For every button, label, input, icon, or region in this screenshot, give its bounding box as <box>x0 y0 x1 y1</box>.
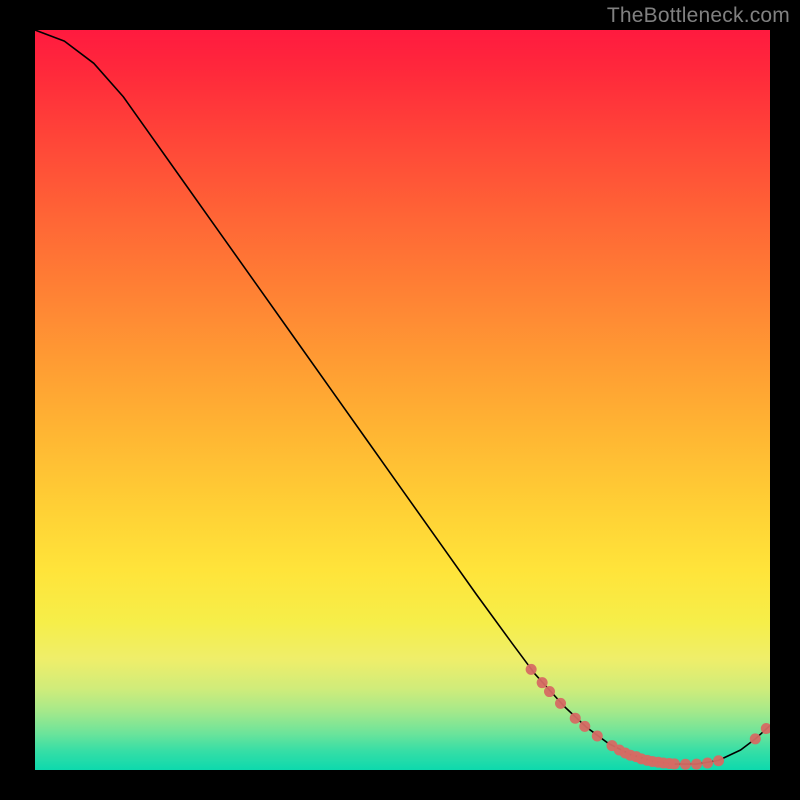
data-marker <box>702 757 713 768</box>
data-marker <box>544 686 555 697</box>
chart-container: TheBottleneck.com <box>0 0 800 800</box>
data-marker <box>592 730 603 741</box>
data-marker <box>555 698 566 709</box>
data-marker <box>713 755 724 766</box>
data-marker <box>579 721 590 732</box>
data-marker <box>526 664 537 675</box>
attribution-text: TheBottleneck.com <box>607 4 790 28</box>
data-marker <box>680 759 691 770</box>
data-marker <box>570 713 581 724</box>
data-marker <box>750 733 761 744</box>
chart-svg <box>35 30 770 770</box>
plot-background <box>35 30 770 770</box>
data-marker <box>669 758 680 769</box>
plot-area <box>35 30 770 770</box>
data-marker <box>537 677 548 688</box>
data-marker <box>691 759 702 770</box>
